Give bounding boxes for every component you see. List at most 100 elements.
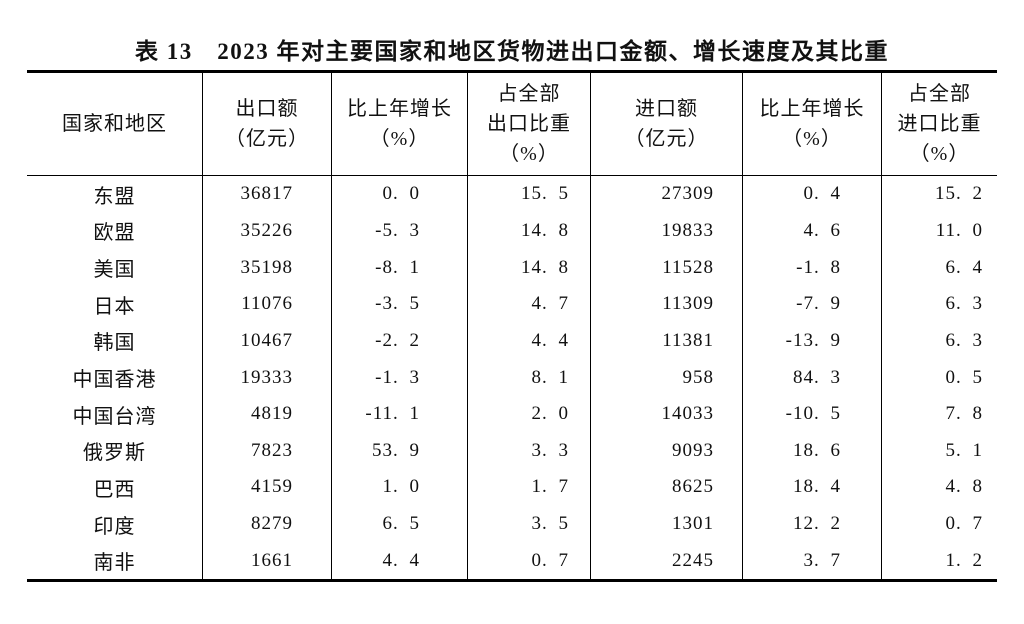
cell-region: 印度 [27,505,203,543]
cell-export-value: 11076 [203,285,332,323]
cell-import-value: 11309 [591,285,743,323]
cell-import-growth: 18. 4 [743,469,882,506]
table-row: 日本 11076 -3. 5 4. 7 11309 -7. 9 6. 3 [27,285,997,323]
cell-export-share: 3. 5 [468,505,591,543]
cell-import-growth: -13. 9 [743,322,882,360]
cell-region: 俄罗斯 [27,432,203,470]
cell-import-share: 11. 0 [935,219,983,241]
cell-import-value: 1301 [591,505,743,543]
cell-import-value: 8625 [591,469,743,506]
table-header-row: 国家和地区 出口额 （亿元） 比上年增长 （%） 占全部 出口比重 （%） 进口额 （亿… [27,73,997,176]
cell-import-growth: -7. 9 [743,285,882,323]
cell-import-value: 958 [591,359,743,396]
header-cell-export-growth: 比上年增长 （%） [332,73,468,175]
cell-region: 韩国 [27,322,203,360]
header-cell-import-value: 进口额 （亿元） [591,73,743,175]
header-cell-export-value: 出口额 （亿元） [203,73,332,175]
cell-import-share: 15. 2 [935,183,983,205]
cell-import-growth: 84. 3 [743,359,882,396]
cell-import-value: 19833 [591,212,743,250]
cell-import-growth: 4. 6 [743,212,882,250]
cell-region: 中国香港 [27,359,203,396]
cell-export-value: 36817 [203,176,332,213]
cell-export-value: 1661 [203,542,332,580]
cell-export-share: 2. 0 [468,395,591,433]
cell-export-share: 4. 7 [468,285,591,323]
cell-import-value: 27309 [591,176,743,213]
cell-import-share: 7. 8 [945,403,983,425]
cell-import-share: 4. 8 [945,476,983,498]
cell-import-share: 0. 7 [945,513,983,535]
cell-region: 东盟 [27,176,203,213]
cell-export-share: 3. 3 [468,432,591,470]
table-row: 南非 1661 4. 4 0. 7 2245 3. 7 1. 2 [27,542,997,580]
header-cell-import-share: 占全部 进口比重 （%） [897,83,982,165]
cell-export-value: 35198 [203,249,332,286]
cell-export-value: 35226 [203,212,332,250]
trade-by-country-table: 国家和地区 出口额 （亿元） 比上年增长 （%） 占全部 出口比重 （%） 进口额 （亿… [27,70,997,582]
cell-export-value: 4159 [203,469,332,506]
cell-export-growth: -5. 3 [332,212,468,250]
table-row: 印度 8279 6. 5 3. 5 1301 12. 2 0. 7 [27,505,997,543]
cell-export-growth: 6. 5 [332,505,468,543]
cell-import-growth: -10. 5 [743,395,882,433]
cell-export-share: 14. 8 [468,212,591,250]
cell-region: 南非 [27,542,203,580]
cell-export-growth: -3. 5 [332,285,468,323]
table-row: 美国 35198 -8. 1 14. 8 11528 -1. 8 6. 4 [27,249,997,286]
cell-import-value: 2245 [591,542,743,580]
cell-export-value: 8279 [203,505,332,543]
cell-export-value: 19333 [203,359,332,396]
cell-export-share: 8. 1 [468,359,591,396]
header-cell-region: 国家和地区 [27,73,203,175]
cell-export-growth: -11. 1 [332,395,468,433]
table-row: 韩国 10467 -2. 2 4. 4 11381 -13. 9 6. 3 [27,322,997,360]
table-body: 东盟 36817 0. 0 15. 5 27309 0. 4 15. 2 欧盟 35226 -5.… [27,176,997,580]
cell-export-growth: -8. 1 [332,249,468,286]
cell-import-share: 5. 1 [945,439,983,461]
cell-import-growth: 3. 7 [743,542,882,580]
cell-region: 巴西 [27,469,203,506]
cell-export-growth: 0. 0 [332,176,468,213]
cell-export-share: 1. 7 [468,469,591,506]
cell-export-share: 15. 5 [468,176,591,213]
table-row: 俄罗斯 7823 53. 9 3. 3 9093 18. 6 5. 1 [27,432,997,470]
cell-import-value: 11528 [591,249,743,286]
table-row: 东盟 36817 0. 0 15. 5 27309 0. 4 15. 2 [27,176,997,213]
cell-region: 美国 [27,249,203,286]
cell-import-share: 1. 2 [945,549,983,571]
cell-export-growth: 4. 4 [332,542,468,580]
cell-export-value: 7823 [203,432,332,470]
header-cell-export-share: 占全部 出口比重 （%） [468,73,591,175]
cell-region: 欧盟 [27,212,203,250]
cell-import-share: 0. 5 [945,366,983,388]
cell-region: 中国台湾 [27,395,203,433]
cell-export-value: 4819 [203,395,332,433]
table-row: 中国香港 19333 -1. 3 8. 1 958 84. 3 0. 5 [27,359,997,396]
cell-import-growth: 18. 6 [743,432,882,470]
cell-export-growth: 1. 0 [332,469,468,506]
cell-export-growth: -2. 2 [332,322,468,360]
table-row: 欧盟 35226 -5. 3 14. 8 19833 4. 6 11. 0 [27,212,997,250]
cell-region: 日本 [27,285,203,323]
table-title: 表 13 2023 年对主要国家和地区货物进出口金额、增长速度及其比重 [135,39,889,64]
table-row: 巴西 4159 1. 0 1. 7 8625 18. 4 4. 8 [27,469,997,506]
cell-export-share: 14. 8 [468,249,591,286]
cell-import-share: 6. 4 [945,256,983,278]
cell-export-share: 0. 7 [468,542,591,580]
cell-import-growth: -1. 8 [743,249,882,286]
cell-import-growth: 0. 4 [743,176,882,213]
table-row: 中国台湾 4819 -11. 1 2. 0 14033 -10. 5 7. 8 [27,395,997,433]
cell-import-value: 11381 [591,322,743,360]
cell-import-share: 6. 3 [945,293,983,315]
header-cell-import-growth: 比上年增长 （%） [743,73,882,175]
cell-import-value: 14033 [591,395,743,433]
cell-import-share: 6. 3 [945,329,983,351]
cell-import-value: 9093 [591,432,743,470]
cell-export-share: 4. 4 [468,322,591,360]
cell-export-growth: -1. 3 [332,359,468,396]
cell-import-growth: 12. 2 [743,505,882,543]
cell-export-value: 10467 [203,322,332,360]
cell-export-growth: 53. 9 [332,432,468,470]
